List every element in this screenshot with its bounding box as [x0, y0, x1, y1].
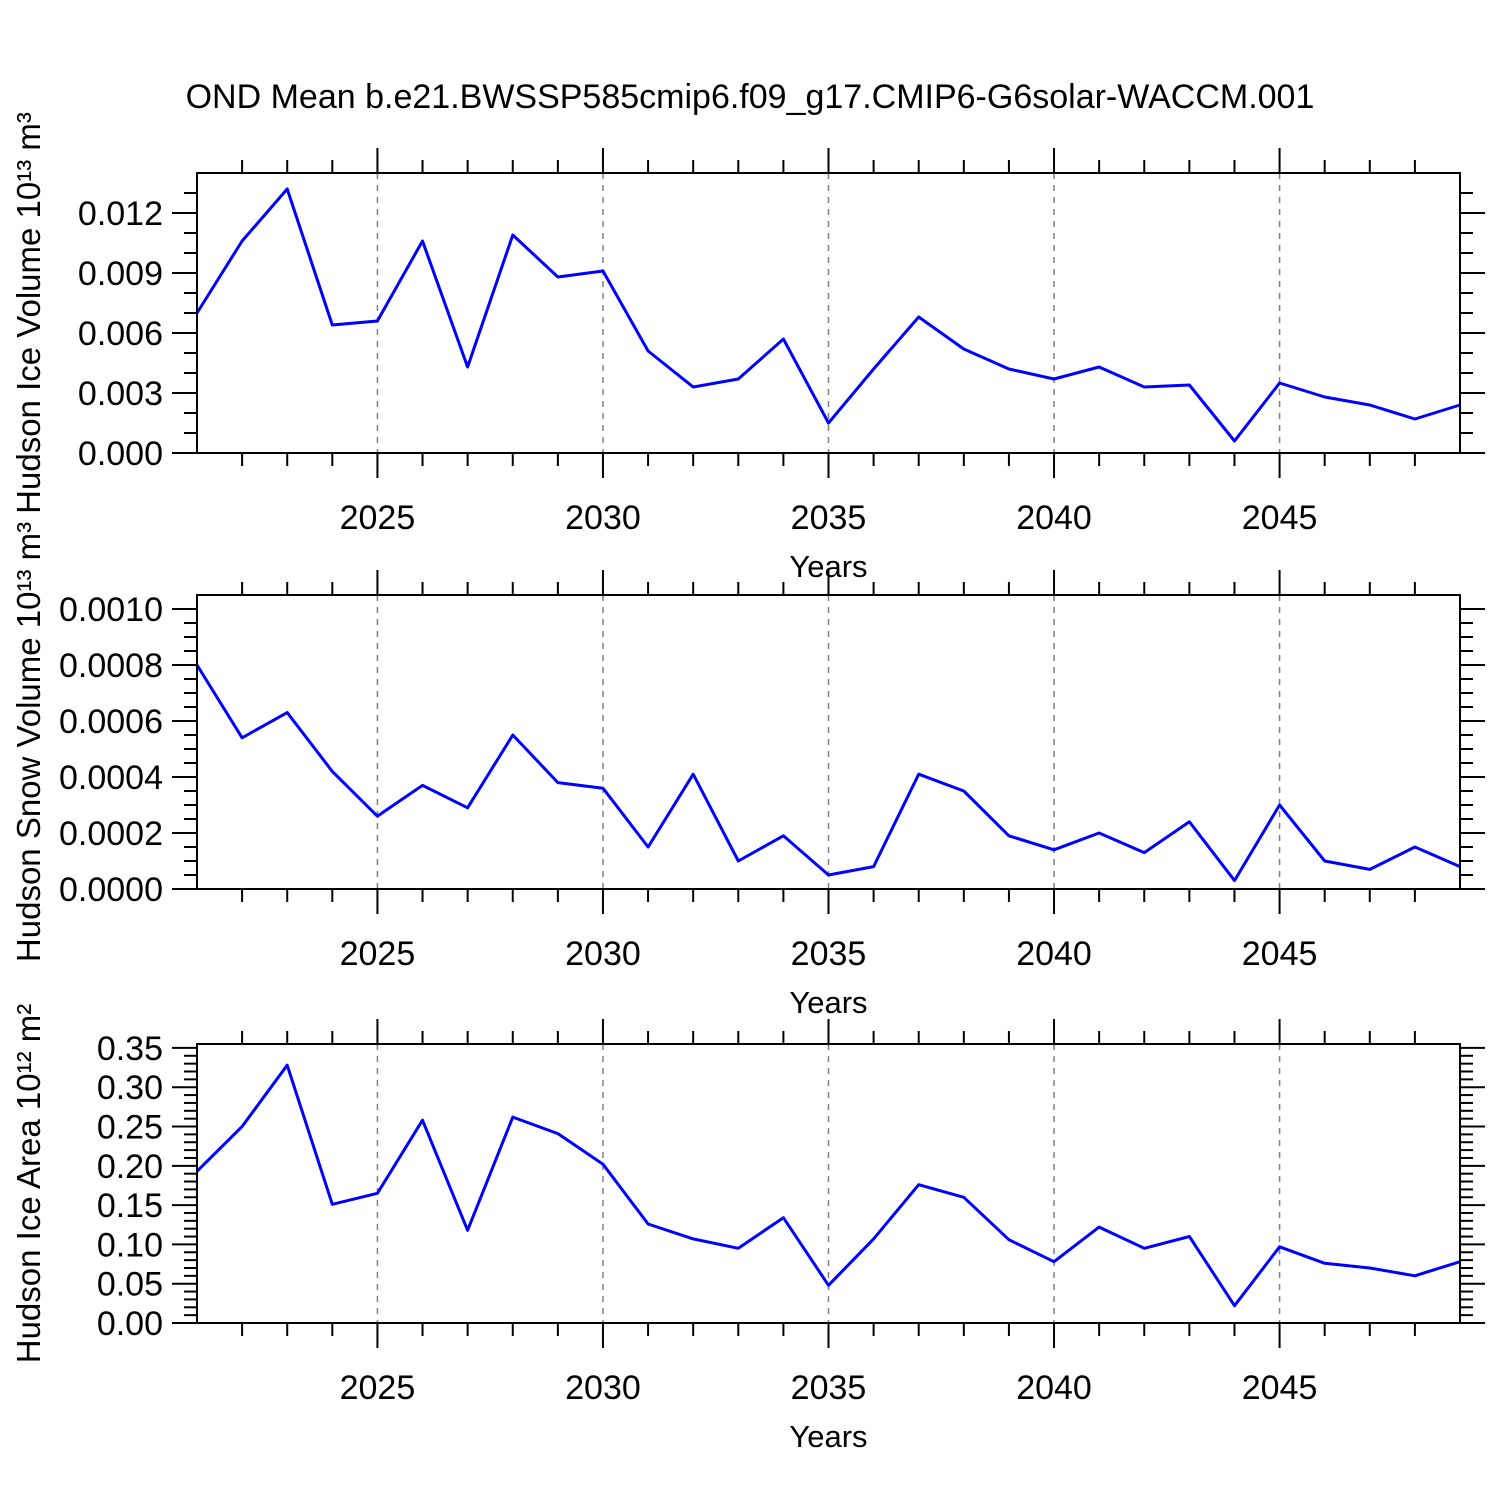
x-tick-label-2030: 2030 [565, 1369, 641, 1407]
x-tick-label-2040: 2040 [1016, 935, 1092, 973]
y-tick-label: 0.20 [97, 1148, 163, 1186]
y-tick-label: 0.05 [97, 1266, 163, 1304]
x-tick-label-2040: 2040 [1016, 1369, 1092, 1407]
y-tick-label: 0.10 [97, 1226, 163, 1264]
x-tick-label-2025: 2025 [340, 935, 416, 973]
x-tick-label-2045: 2045 [1242, 935, 1318, 973]
y-axis-title: Hudson Ice Area 10¹² m² [10, 1004, 47, 1364]
x-axis-title: Years [789, 985, 867, 1020]
y-axis-title: Hudson Ice Volume 10¹³ m³ [10, 112, 47, 514]
hudson-ice-area-line [195, 1063, 1461, 1308]
x-tick-label-2035: 2035 [791, 1369, 867, 1407]
y-tick-label: 0.009 [78, 255, 163, 293]
x-tick-label-2045: 2045 [1242, 1369, 1318, 1407]
x-tick-label-2045: 2045 [1242, 499, 1318, 537]
plot-hudson-ice-area: 0.000.050.100.150.200.250.300.35 2025 2030… [10, 1004, 1485, 1454]
plot-border [196, 594, 1461, 890]
y-tick-label: 0.012 [78, 195, 163, 233]
x-tick-label-2025: 2025 [340, 499, 416, 537]
y-tick-label: 0.0002 [59, 815, 163, 853]
y-tick-label: 0.0006 [59, 703, 163, 741]
x-tick-label-2025: 2025 [340, 1369, 416, 1407]
x-tick-label-2030: 2030 [565, 499, 641, 537]
hudson-snow-volume-line [195, 664, 1461, 883]
plot-hudson-ice-volume: 0.000 0.003 0.006 0.009 0.012 2025 2030 2035 204… [10, 112, 1485, 584]
plot-hudson-snow-volume: 0.0000 0.0002 0.0004 0.0006 0.0008 0.0010 2025… [10, 522, 1485, 1020]
x-axis-title: Years [789, 1419, 867, 1454]
y-tick-label: 0.15 [97, 1187, 163, 1225]
y-axis-title: Hudson Snow Volume 10¹³ m³ [10, 522, 47, 962]
x-tick-label-2040: 2040 [1016, 499, 1092, 537]
x-tick-label-2035: 2035 [791, 935, 867, 973]
y-tick-label: 0.0000 [59, 871, 163, 909]
plot-border [196, 172, 1461, 454]
page-title: OND Mean b.e21.BWSSP585cmip6.f09_g17.CMI… [185, 78, 1315, 116]
y-tick-label: 0.003 [78, 375, 163, 413]
plot-border [196, 1043, 1461, 1324]
x-tick-label-2030: 2030 [565, 935, 641, 973]
y-tick-label: 0.30 [97, 1069, 163, 1107]
y-tick-label: 0.0010 [59, 591, 163, 629]
hudson-ice-volume-line [195, 187, 1461, 443]
y-tick-label: 0.25 [97, 1109, 163, 1147]
y-tick-label: 0.006 [78, 315, 163, 353]
y-tick-label: 0.0008 [59, 647, 163, 685]
y-tick-label: 0.00 [97, 1305, 163, 1343]
y-tick-label: 0.35 [97, 1030, 163, 1068]
y-tick-label: 0.000 [78, 435, 163, 473]
x-tick-label-2035: 2035 [791, 499, 867, 537]
y-tick-label: 0.0004 [59, 759, 163, 797]
